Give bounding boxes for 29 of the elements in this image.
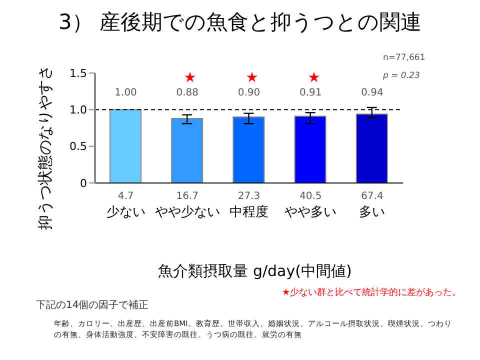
- bar: [356, 114, 388, 183]
- y-tick-label: 0: [80, 176, 87, 190]
- x-tick-label: 67.4 多い: [359, 191, 386, 220]
- y-axis-title: 抑うつ状態のなりやすさ: [36, 64, 54, 230]
- annotation: ★: [308, 70, 320, 86]
- bar: [171, 118, 204, 183]
- data-label: 0.88: [176, 87, 199, 98]
- x-axis-title: 魚介類摂取量 g/day(中間値): [157, 262, 353, 281]
- x-tick-label: 40.5 やや多い: [284, 191, 337, 220]
- x-tick-label: 27.3 中程度: [230, 191, 268, 220]
- y-tick-label: 1.5: [70, 66, 87, 80]
- text: n=77,661: [383, 53, 426, 63]
- x-tick-label: 16.7 やや少ない: [154, 191, 220, 220]
- y-tick-label: 1.0: [70, 104, 87, 117]
- data-label: 0.94: [361, 87, 384, 98]
- text: 下記の14個の因子で補正: [36, 298, 149, 312]
- data-label: 1.00: [114, 87, 137, 98]
- data-label: 0.91: [299, 87, 322, 98]
- y-tick-label: 0.5: [70, 140, 87, 154]
- chart-title: 3） 産後期での魚食と抑うつとの関連: [57, 9, 423, 36]
- annotation: ★: [184, 70, 196, 86]
- annotation: p = 0.23: [383, 71, 420, 81]
- bar: [294, 116, 326, 183]
- x-tick-label: 4.7 少ない: [106, 191, 146, 220]
- bar: [232, 116, 265, 183]
- data-label: 0.90: [238, 87, 260, 98]
- annotation: ★: [246, 70, 258, 86]
- text: ★少ない群と比べて統計学的に差があった。: [282, 286, 462, 299]
- bar: [110, 109, 142, 183]
